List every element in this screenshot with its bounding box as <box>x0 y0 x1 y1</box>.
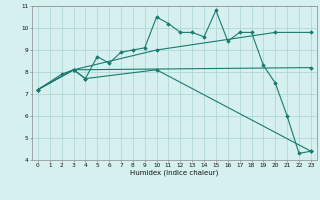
X-axis label: Humidex (Indice chaleur): Humidex (Indice chaleur) <box>130 170 219 176</box>
